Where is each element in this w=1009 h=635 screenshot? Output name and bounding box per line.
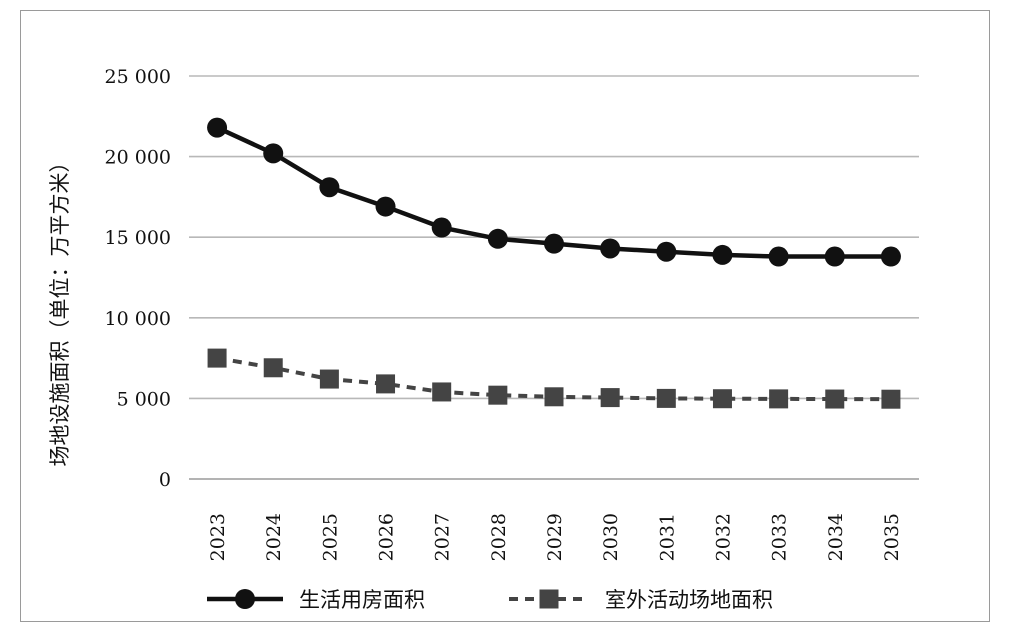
- x-tick-label: 2029: [544, 513, 566, 561]
- data-point: [263, 143, 284, 164]
- data-point: [880, 246, 901, 267]
- legend-marker: [539, 589, 559, 609]
- legend: 生活用房面积 室外活动场地面积: [207, 588, 773, 612]
- x-tick-label: 2023: [207, 513, 229, 561]
- data-point: [824, 246, 845, 267]
- y-tick-label: 10 000: [105, 308, 171, 330]
- x-tick-label: 2030: [600, 513, 622, 561]
- x-tick-label: 2026: [376, 513, 398, 561]
- data-point: [881, 389, 901, 409]
- legend-label: 室外活动场地面积: [605, 588, 773, 612]
- legend-item-1: 生活用房面积: [207, 588, 425, 612]
- data-point: [375, 196, 396, 217]
- grid-lines: [189, 75, 919, 480]
- y-tick-label: 15 000: [105, 227, 171, 249]
- data-point: [376, 374, 396, 394]
- data-point: [319, 177, 340, 198]
- data-point: [769, 389, 789, 409]
- x-tick-label: 2034: [825, 513, 847, 561]
- x-tick-label: 2035: [881, 513, 903, 561]
- data-point: [431, 217, 452, 238]
- x-tick-label: 2032: [712, 513, 734, 561]
- x-tick-label: 2031: [656, 513, 678, 561]
- data-point: [656, 241, 677, 262]
- y-axis-label: 场地设施面积（单位：万平方米）: [48, 152, 72, 467]
- x-tick-labels: 2023 2024 2025 2026 2027 2028 2029 2030 2031 2032…: [207, 513, 903, 561]
- data-point: [487, 228, 508, 249]
- x-tick-label: 2033: [769, 513, 791, 561]
- y-tick-label: 0: [159, 469, 171, 491]
- data-point: [544, 387, 564, 407]
- data-point: [207, 348, 227, 368]
- data-point: [825, 389, 845, 409]
- x-tick-label: 2028: [488, 513, 510, 561]
- data-point: [207, 117, 228, 138]
- data-point: [600, 238, 621, 259]
- series-2: [207, 348, 901, 409]
- data-point: [263, 358, 283, 378]
- data-point: [656, 388, 676, 408]
- y-tick-label: 5 000: [117, 388, 171, 410]
- series-1: [207, 117, 901, 267]
- legend-item-2: 室外活动场地面积: [509, 588, 773, 612]
- x-tick-label: 2024: [263, 513, 285, 561]
- y-tick-label: 20 000: [105, 147, 171, 169]
- data-point: [712, 389, 732, 409]
- data-point: [488, 385, 508, 405]
- legend-label: 生活用房面积: [299, 588, 425, 612]
- x-tick-label: 2025: [319, 513, 341, 561]
- y-tick-label: 25 000: [105, 66, 171, 88]
- y-tick-labels: 0 5 000 10 000 15 000 20 000 25 000: [105, 66, 171, 491]
- x-tick-label: 2027: [432, 513, 454, 561]
- data-point: [768, 246, 789, 267]
- data-point: [712, 244, 733, 265]
- data-point: [600, 388, 620, 408]
- data-point: [544, 233, 564, 254]
- data-point: [432, 382, 452, 402]
- legend-marker: [235, 589, 255, 609]
- data-point: [319, 369, 339, 389]
- series-layer: [207, 117, 901, 409]
